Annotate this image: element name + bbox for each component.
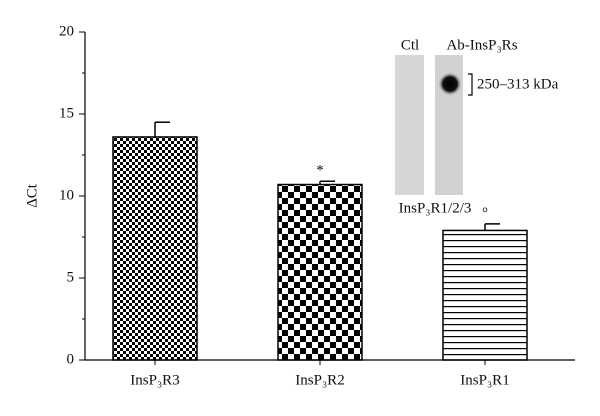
inset-caption: InsP₃R1/2/3 (399, 200, 472, 216)
y-axis-label: ΔCt (24, 183, 40, 208)
x-tick-label: InsP₃R3 (130, 372, 179, 388)
bar (112, 136, 198, 361)
bracket (468, 73, 473, 96)
y-tick-label: 0 (67, 351, 75, 367)
y-tick-label: 15 (59, 105, 74, 121)
significance-marker: * (316, 163, 324, 179)
bar (442, 229, 528, 361)
western-blot-inset: Ctl Ab-InsP₃Rs 250–313 kDa InsP₃R1/2/3 (395, 37, 559, 216)
size-label: 250–313 kDa (477, 76, 559, 92)
lane-label: Ctl (401, 37, 419, 53)
y-tick-label: 10 (59, 187, 74, 203)
y-tick-label: 20 (59, 23, 74, 39)
y-tick-label: 5 (67, 269, 75, 285)
blot-band (438, 72, 462, 96)
x-tick-label: InsP₃R1 (460, 372, 509, 388)
x-tick-label: InsP₃R2 (295, 372, 344, 388)
blot-lane (395, 55, 424, 195)
lane-label: Ab-InsP₃Rs (446, 37, 517, 53)
significance-marker: ° (482, 205, 488, 221)
bar (277, 183, 363, 361)
